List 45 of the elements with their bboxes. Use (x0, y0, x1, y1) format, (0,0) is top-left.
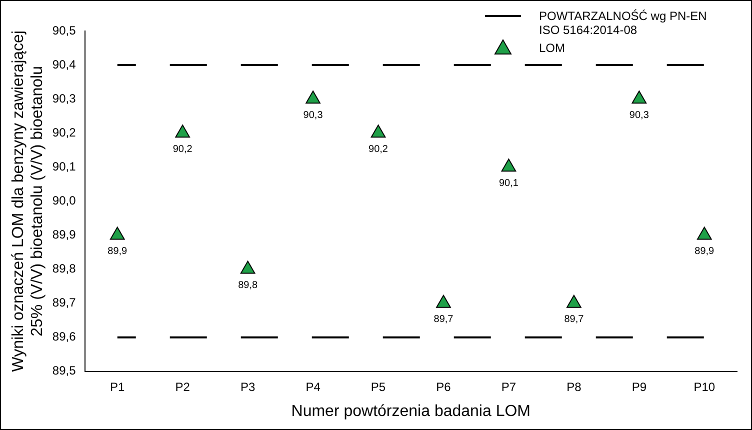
y-tick-label: 89,7 (52, 296, 76, 310)
data-label: 90,2 (368, 144, 388, 155)
x-tick-label: P4 (306, 380, 321, 394)
point (566, 294, 582, 308)
x-tick-label: P2 (175, 380, 190, 394)
point (306, 90, 320, 104)
y-axis-title: Wyniki oznaczeń LOM dla benzyny zawierającej 25% (V/V) bioetanolu (V/V) bioetanolu (10, 30, 46, 372)
point (632, 90, 647, 104)
x-tick-label: P9 (632, 380, 647, 394)
x-tick-label: P6 (436, 380, 452, 394)
x-tick-label: P7 (501, 380, 516, 394)
y-tick-label: 89,8 (52, 262, 76, 276)
data-label: 89,9 (694, 246, 715, 257)
data-label: 89,8 (238, 280, 258, 292)
data-label: 89,9 (108, 246, 128, 257)
y-tick-label: 89,9 (52, 228, 76, 242)
y-tick-label: 89,5 (52, 364, 76, 378)
point (175, 124, 190, 138)
data-label: 90,3 (303, 110, 324, 121)
x-tick-label: P3 (240, 380, 256, 394)
y-tick-label: 90,3 (52, 91, 76, 106)
data-label: 89,7 (434, 314, 454, 326)
data-label: 90,1 (498, 178, 519, 189)
point (501, 158, 516, 172)
y-tick-label: 90,0 (52, 194, 76, 208)
point (240, 260, 256, 274)
point (110, 226, 125, 240)
legend-label: POWTARZALNOŚĆ wg PN-EN ISO 5164:2014-08 (539, 9, 708, 37)
data-label: 90,3 (629, 110, 650, 121)
y-tick-label: 90,4 (52, 57, 76, 72)
point (696, 226, 712, 240)
point (436, 294, 451, 308)
point (370, 124, 386, 138)
y-tick-label: 90,1 (52, 159, 76, 174)
y-tick-label: 90,2 (52, 125, 76, 140)
x-tick-label: P10 (694, 380, 716, 394)
x-tick-label: P8 (566, 380, 582, 394)
data-label: 89,7 (564, 314, 584, 326)
y-tick-label: 90,5 (52, 23, 76, 38)
legend-label: LOM (539, 41, 566, 55)
x-axis-title: Numer powtórzenia badania LOM (291, 402, 530, 420)
data-label: 90,2 (172, 144, 193, 155)
x-tick-label: P1 (110, 380, 126, 394)
x-tick-label: P5 (370, 380, 386, 394)
y-tick-label: 89,6 (52, 330, 76, 344)
